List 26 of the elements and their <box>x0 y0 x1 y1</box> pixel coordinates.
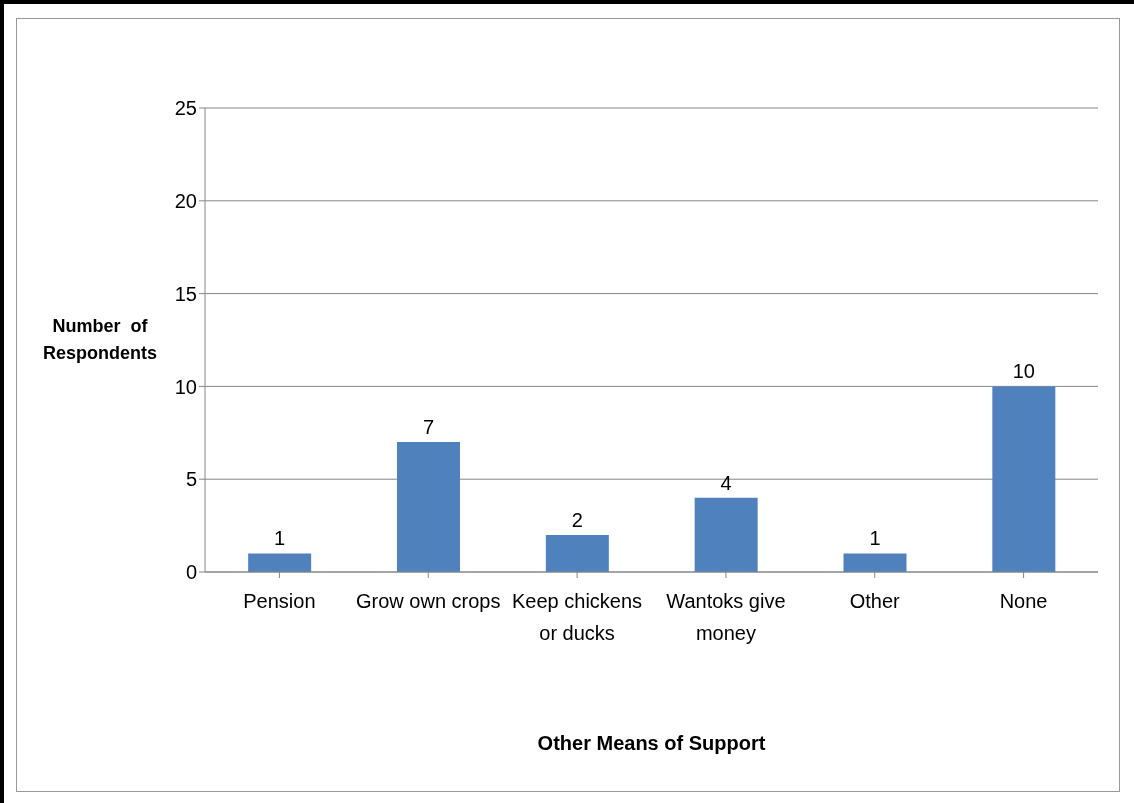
y-tick-label: 5 <box>185 468 197 491</box>
bar <box>694 497 758 572</box>
x-tick-label: Grow own crops <box>356 590 501 613</box>
x-tick-label: Pension <box>243 590 316 613</box>
y-tick-label: 15 <box>174 282 197 305</box>
x-axis-title: Other Means of Support <box>536 732 767 755</box>
x-tick-label: None <box>999 590 1048 613</box>
data-label: 1 <box>274 527 286 550</box>
x-tick-label: Other <box>849 590 901 613</box>
data-label: 10 <box>1012 360 1035 383</box>
data-label: 2 <box>571 508 583 531</box>
x-tick-label: Wantoks give money <box>666 590 786 645</box>
bar <box>545 534 609 572</box>
data-label: 4 <box>720 471 732 494</box>
y-tick-label: 0 <box>185 561 197 584</box>
y-axis-title: Number of Respondents <box>42 315 158 365</box>
bar <box>248 553 312 572</box>
y-tick-label: 10 <box>174 375 197 398</box>
data-label: 7 <box>422 416 435 439</box>
y-tick-label: 25 <box>174 97 197 120</box>
data-label: 1 <box>869 527 881 550</box>
x-tick-label: Keep chickens or ducks <box>512 590 643 645</box>
bar <box>992 386 1056 572</box>
bar <box>397 442 460 572</box>
y-tick-label: 20 <box>174 189 197 212</box>
bar <box>843 553 907 572</box>
